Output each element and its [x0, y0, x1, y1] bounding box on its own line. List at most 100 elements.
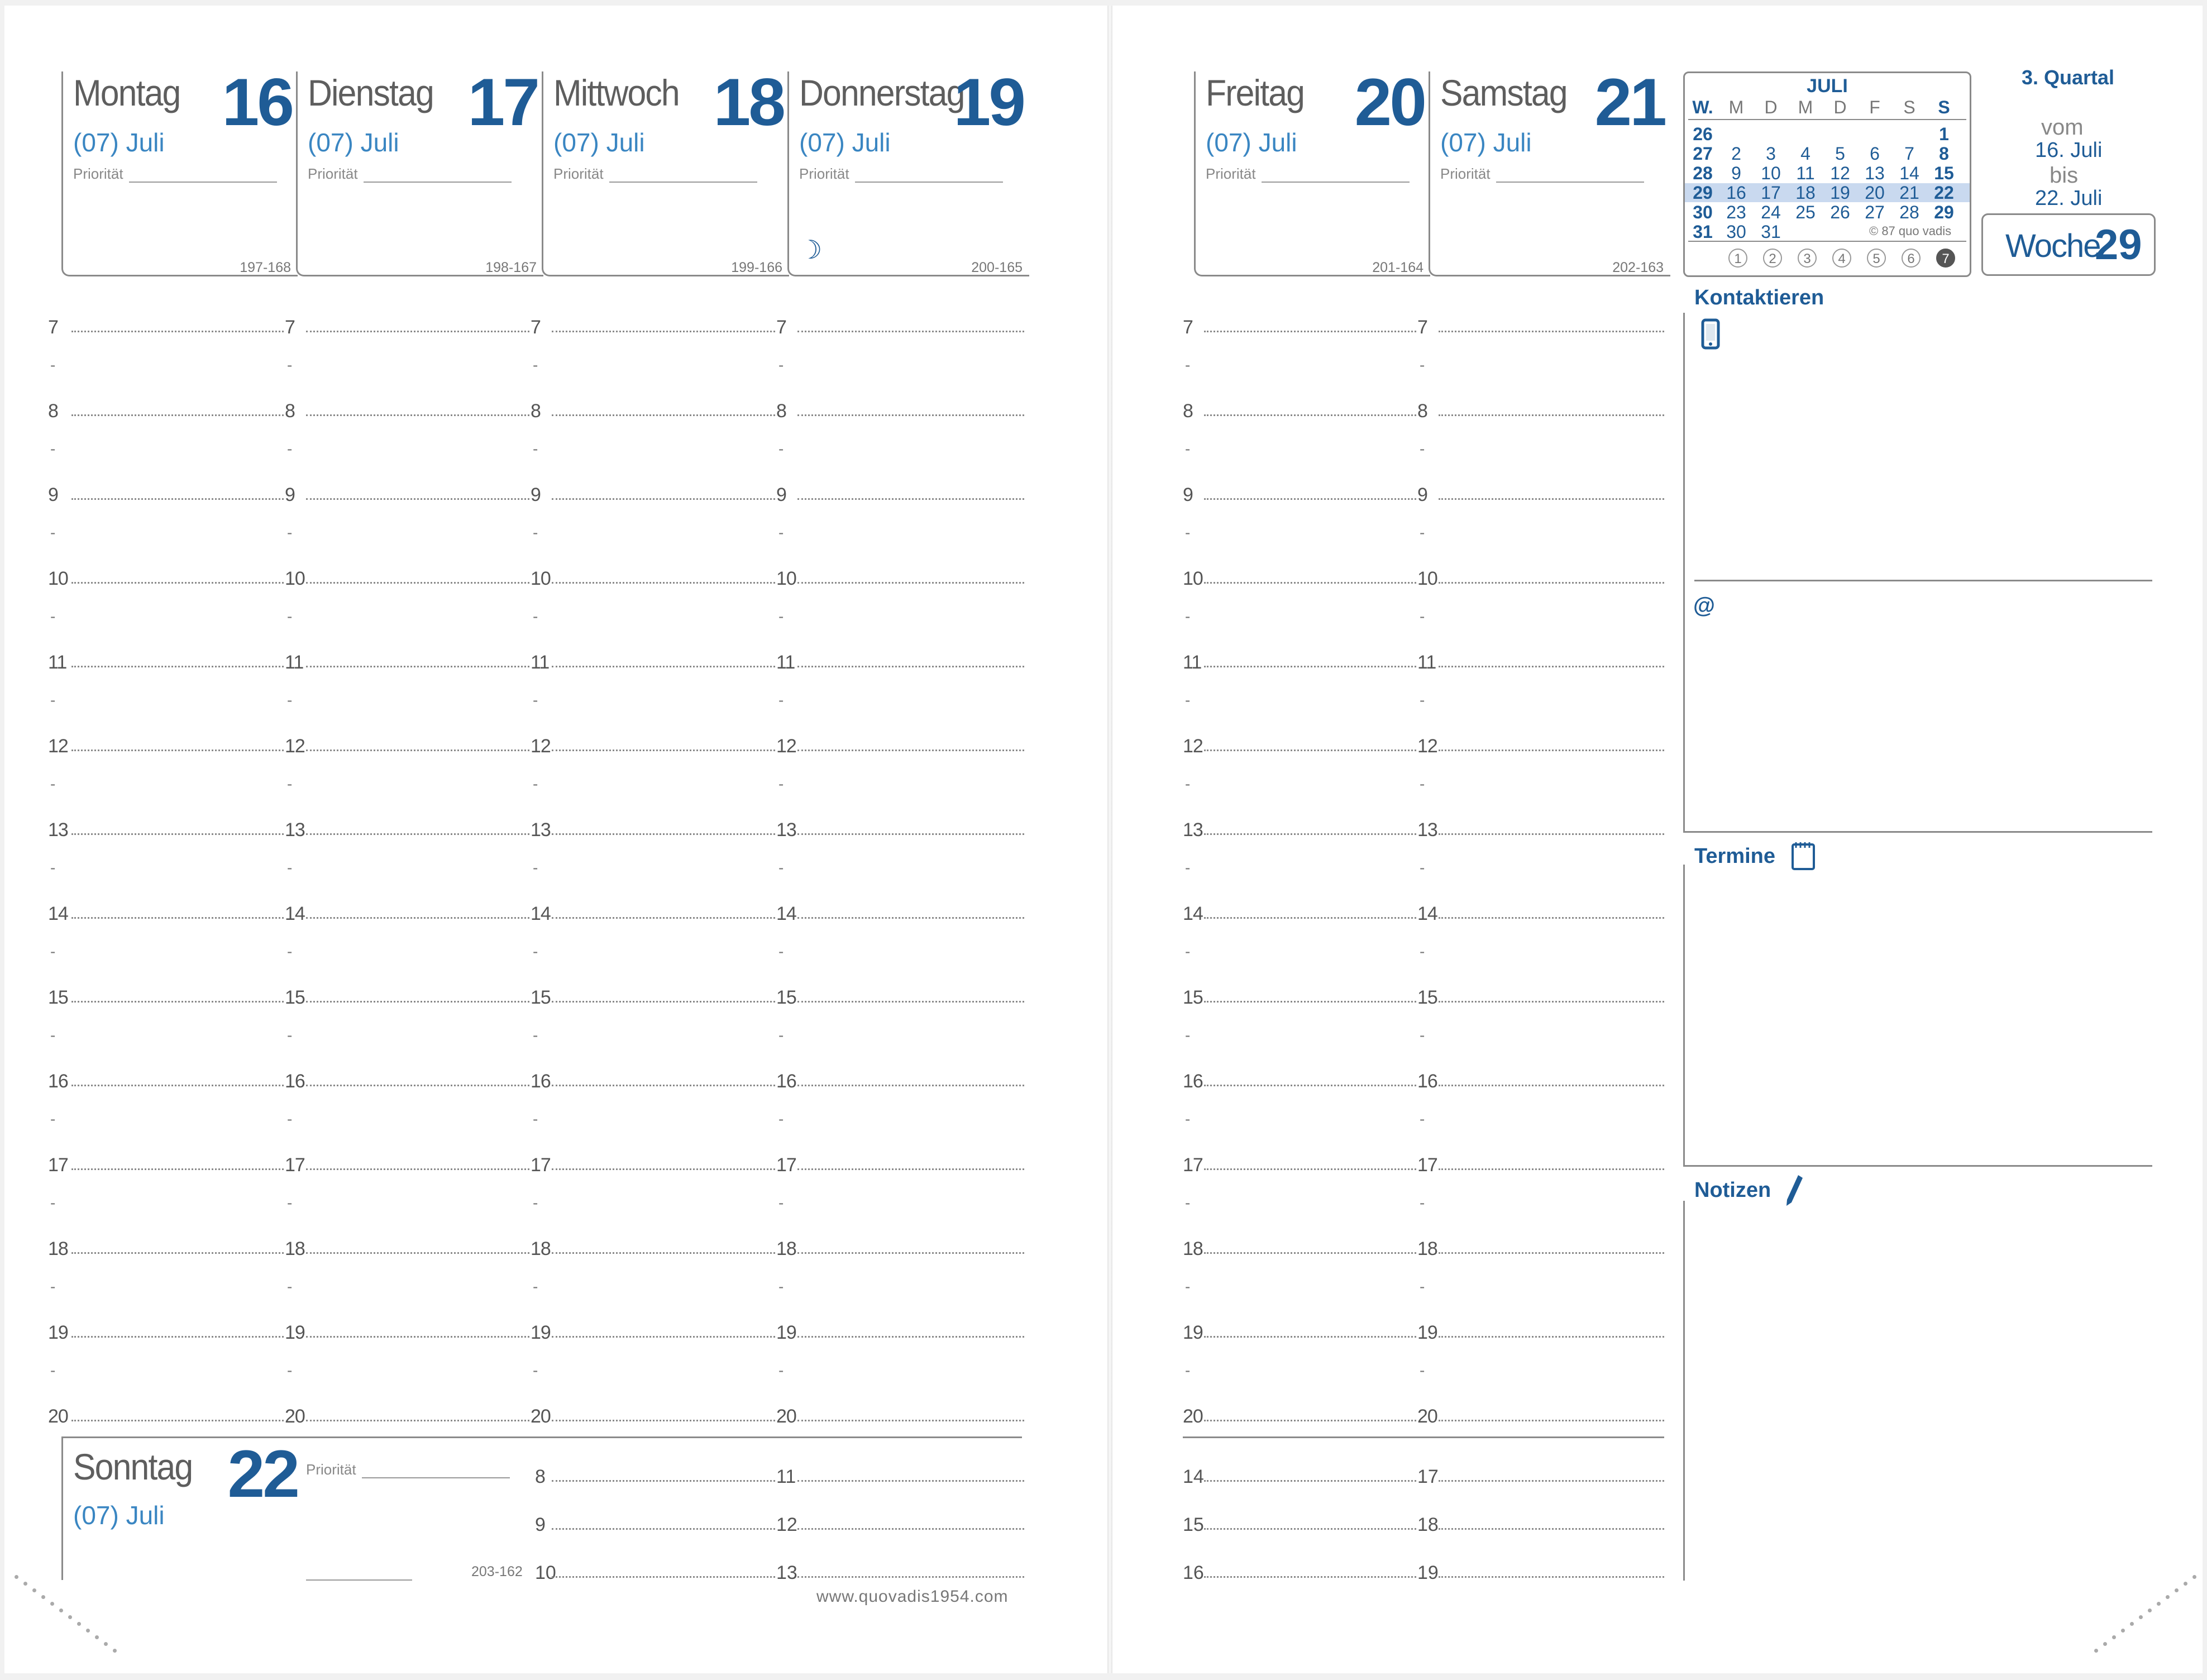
- hour-line[interactable]: [306, 917, 529, 919]
- hour-line[interactable]: [552, 833, 775, 835]
- hour-line[interactable]: [1204, 1085, 1416, 1086]
- hour-line[interactable]: [797, 750, 1024, 751]
- hour-label: 9: [531, 485, 541, 505]
- hour-line[interactable]: [1204, 582, 1416, 584]
- hour-line[interactable]: [71, 1252, 284, 1254]
- hour-line[interactable]: [797, 917, 1024, 919]
- half-hour-mark: -: [533, 1110, 538, 1128]
- hour-line[interactable]: [797, 498, 1024, 500]
- hour-line[interactable]: [306, 414, 529, 416]
- sunday-hour-line[interactable]: [552, 1528, 775, 1530]
- hour-line[interactable]: [552, 1336, 775, 1338]
- hour-number: 7: [1183, 317, 1193, 338]
- hour-line[interactable]: [306, 582, 529, 584]
- hour-line[interactable]: [552, 1085, 775, 1086]
- hour-line[interactable]: [71, 498, 284, 500]
- extra-hour-line[interactable]: [1204, 1576, 1416, 1578]
- hour-line[interactable]: [797, 666, 1024, 667]
- extra-hour-line[interactable]: [1204, 1480, 1416, 1482]
- extra-hour-line[interactable]: [1439, 1528, 1664, 1530]
- sunday-hour-line[interactable]: [797, 1528, 1024, 1530]
- hour-line[interactable]: [1204, 666, 1416, 667]
- hour-line[interactable]: [1439, 833, 1664, 835]
- hour-line[interactable]: [552, 750, 775, 751]
- sunday-hour-line[interactable]: [797, 1480, 1024, 1482]
- hour-line[interactable]: [552, 1168, 775, 1170]
- hour-line[interactable]: [1439, 1420, 1664, 1421]
- hour-line[interactable]: [797, 1168, 1024, 1170]
- hour-line[interactable]: [1204, 917, 1416, 919]
- hour-line[interactable]: [1439, 1085, 1664, 1086]
- hour-line[interactable]: [1439, 414, 1664, 416]
- hour-line[interactable]: [1204, 1168, 1416, 1170]
- hour-line[interactable]: [1439, 1252, 1664, 1254]
- hour-line[interactable]: [797, 1001, 1024, 1003]
- hour-line[interactable]: [797, 582, 1024, 584]
- hour-line[interactable]: [71, 666, 284, 667]
- hour-line[interactable]: [552, 582, 775, 584]
- hour-line[interactable]: [306, 1168, 529, 1170]
- sunday-hour-line[interactable]: [552, 1480, 775, 1482]
- hour-line[interactable]: [797, 331, 1024, 332]
- hour-line[interactable]: [1439, 666, 1664, 667]
- extra-hour-line[interactable]: [1439, 1576, 1664, 1578]
- hour-line[interactable]: [552, 1001, 775, 1003]
- hour-line[interactable]: [306, 331, 529, 332]
- hour-line[interactable]: [306, 498, 529, 500]
- hour-line[interactable]: [1439, 1336, 1664, 1338]
- extra-hour-line[interactable]: [1204, 1528, 1416, 1530]
- hour-line[interactable]: [552, 414, 775, 416]
- hour-line[interactable]: [1204, 1252, 1416, 1254]
- hour-line[interactable]: [797, 1420, 1024, 1421]
- hour-line[interactable]: [797, 1252, 1024, 1254]
- extra-hour-line[interactable]: [1439, 1480, 1664, 1482]
- hour-line[interactable]: [1439, 917, 1664, 919]
- hour-line[interactable]: [71, 582, 284, 584]
- hour-line[interactable]: [306, 1001, 529, 1003]
- hour-line[interactable]: [306, 1420, 529, 1421]
- hour-line[interactable]: [71, 1001, 284, 1003]
- hour-line[interactable]: [71, 1168, 284, 1170]
- hour-line[interactable]: [1439, 750, 1664, 751]
- hour-line[interactable]: [797, 1336, 1024, 1338]
- hour-line[interactable]: [1204, 1420, 1416, 1421]
- sunday-hour-line[interactable]: [797, 1576, 1024, 1578]
- hour-line[interactable]: [71, 833, 284, 835]
- hour-line[interactable]: [1204, 1001, 1416, 1003]
- hour-line[interactable]: [306, 833, 529, 835]
- hour-line[interactable]: [306, 750, 529, 751]
- sunday-hour-line[interactable]: [552, 1576, 775, 1578]
- hour-line[interactable]: [552, 1252, 775, 1254]
- hour-line[interactable]: [71, 414, 284, 416]
- hour-line[interactable]: [1439, 498, 1664, 500]
- hour-line[interactable]: [71, 917, 284, 919]
- hour-line[interactable]: [1204, 414, 1416, 416]
- hour-line[interactable]: [552, 666, 775, 667]
- hour-line[interactable]: [71, 331, 284, 332]
- hour-line[interactable]: [1439, 582, 1664, 584]
- hour-line[interactable]: [71, 1420, 284, 1421]
- hour-line[interactable]: [797, 414, 1024, 416]
- hour-line[interactable]: [306, 1252, 529, 1254]
- hour-line[interactable]: [1204, 1336, 1416, 1338]
- hour-line[interactable]: [552, 917, 775, 919]
- hour-line[interactable]: [306, 1085, 529, 1086]
- hour-line[interactable]: [71, 750, 284, 751]
- hour-line[interactable]: [1204, 750, 1416, 751]
- hour-line[interactable]: [797, 833, 1024, 835]
- hour-line[interactable]: [797, 1085, 1024, 1086]
- hour-line[interactable]: [552, 1420, 775, 1421]
- calendar-day: 9: [1731, 163, 1741, 183]
- hour-line[interactable]: [1204, 331, 1416, 332]
- hour-line[interactable]: [552, 498, 775, 500]
- hour-line[interactable]: [1204, 833, 1416, 835]
- hour-line[interactable]: [552, 331, 775, 332]
- hour-line[interactable]: [306, 1336, 529, 1338]
- hour-line[interactable]: [71, 1085, 284, 1086]
- hour-line[interactable]: [306, 666, 529, 667]
- hour-line[interactable]: [1439, 1168, 1664, 1170]
- hour-line[interactable]: [1439, 1001, 1664, 1003]
- hour-line[interactable]: [1204, 498, 1416, 500]
- hour-line[interactable]: [1439, 331, 1664, 332]
- hour-line[interactable]: [71, 1336, 284, 1338]
